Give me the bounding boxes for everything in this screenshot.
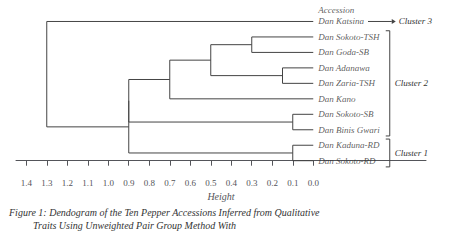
svg-text:Dan Kaduna-RD: Dan Kaduna-RD [317, 140, 380, 150]
svg-text:Cluster 1: Cluster 1 [395, 148, 428, 158]
svg-text:1.1: 1.1 [82, 178, 93, 188]
svg-text:Dan Goda-SB: Dan Goda-SB [317, 47, 369, 57]
svg-text:Dan Sokoto-TSH: Dan Sokoto-TSH [317, 32, 380, 42]
svg-text:Dan Zaria-TSH: Dan Zaria-TSH [317, 78, 375, 88]
svg-text:Cluster 3: Cluster 3 [399, 16, 433, 26]
svg-text:Height: Height [206, 191, 234, 202]
svg-text:Dan Kano: Dan Kano [317, 94, 356, 104]
svg-text:1.4: 1.4 [21, 178, 33, 188]
svg-text:Accession: Accession [317, 5, 354, 15]
svg-text:Traits Using Unweighted Pair G: Traits Using Unweighted Pair Group Metho… [33, 220, 236, 231]
svg-text:0.7: 0.7 [164, 178, 176, 188]
svg-text:0.2: 0.2 [267, 178, 278, 188]
svg-text:Dan Sokoto-RD: Dan Sokoto-RD [317, 156, 376, 166]
svg-text:0.6: 0.6 [185, 178, 197, 188]
svg-text:1.0: 1.0 [103, 178, 115, 188]
svg-text:0.1: 0.1 [287, 178, 298, 188]
svg-text:0.8: 0.8 [144, 178, 156, 188]
svg-text:0.5: 0.5 [205, 178, 217, 188]
svg-text:Dan Katsina: Dan Katsina [317, 16, 364, 26]
svg-text:Dan Sokoto-SB: Dan Sokoto-SB [317, 109, 374, 119]
svg-text:0.0: 0.0 [308, 178, 320, 188]
svg-text:1.3: 1.3 [41, 178, 53, 188]
svg-text:Cluster 2: Cluster 2 [395, 78, 429, 88]
svg-text:Dan Binis Gwari: Dan Binis Gwari [317, 125, 380, 135]
svg-text:0.4: 0.4 [226, 178, 238, 188]
svg-text:0.3: 0.3 [246, 178, 258, 188]
svg-text:Dan Adanawa: Dan Adanawa [317, 63, 370, 73]
svg-text:Figure 1: Dendogram of the Ten: Figure 1: Dendogram of the Ten Pepper Ac… [8, 207, 320, 218]
svg-text:1.2: 1.2 [62, 178, 73, 188]
svg-text:0.9: 0.9 [123, 178, 135, 188]
